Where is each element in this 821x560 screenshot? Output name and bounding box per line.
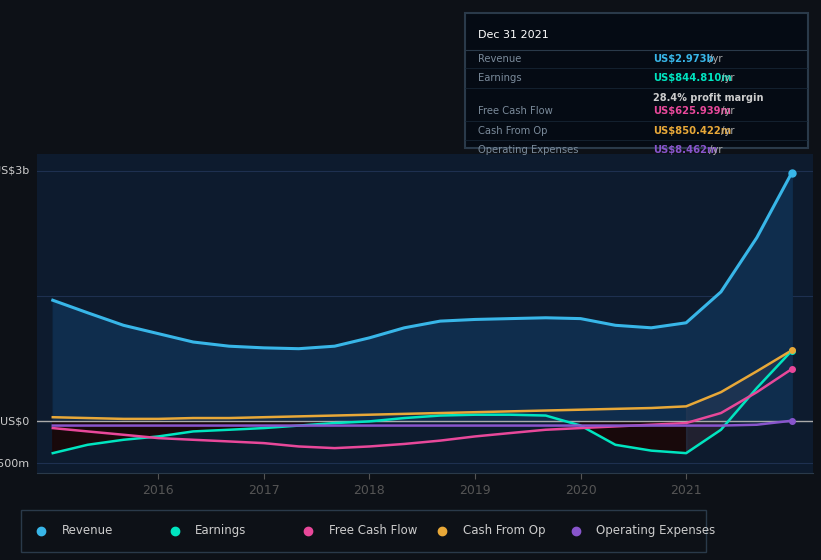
Text: US$844.810m: US$844.810m	[654, 73, 732, 83]
Text: US$8.462m: US$8.462m	[654, 146, 718, 155]
Text: Cash From Op: Cash From Op	[463, 524, 545, 537]
Text: /yr: /yr	[706, 146, 722, 155]
Text: /yr: /yr	[718, 73, 734, 83]
Text: Revenue: Revenue	[62, 524, 113, 537]
Text: US$3b: US$3b	[0, 166, 30, 176]
Text: US$850.422m: US$850.422m	[654, 126, 732, 136]
Text: US$2.973b: US$2.973b	[654, 54, 714, 64]
Text: /yr: /yr	[718, 106, 734, 116]
Text: -US$500m: -US$500m	[0, 458, 30, 468]
Text: 28.4% profit margin: 28.4% profit margin	[654, 93, 764, 102]
Text: Free Cash Flow: Free Cash Flow	[329, 524, 417, 537]
Text: US$0: US$0	[0, 417, 30, 426]
Text: Operating Expenses: Operating Expenses	[479, 146, 579, 155]
Text: Earnings: Earnings	[195, 524, 247, 537]
Text: /yr: /yr	[718, 126, 734, 136]
Text: US$625.939m: US$625.939m	[654, 106, 732, 116]
Text: Operating Expenses: Operating Expenses	[596, 524, 716, 537]
Text: Cash From Op: Cash From Op	[479, 126, 548, 136]
Text: /yr: /yr	[706, 54, 722, 64]
Text: Earnings: Earnings	[479, 73, 522, 83]
Text: Dec 31 2021: Dec 31 2021	[479, 30, 549, 40]
Text: Free Cash Flow: Free Cash Flow	[479, 106, 553, 116]
Text: Revenue: Revenue	[479, 54, 522, 64]
